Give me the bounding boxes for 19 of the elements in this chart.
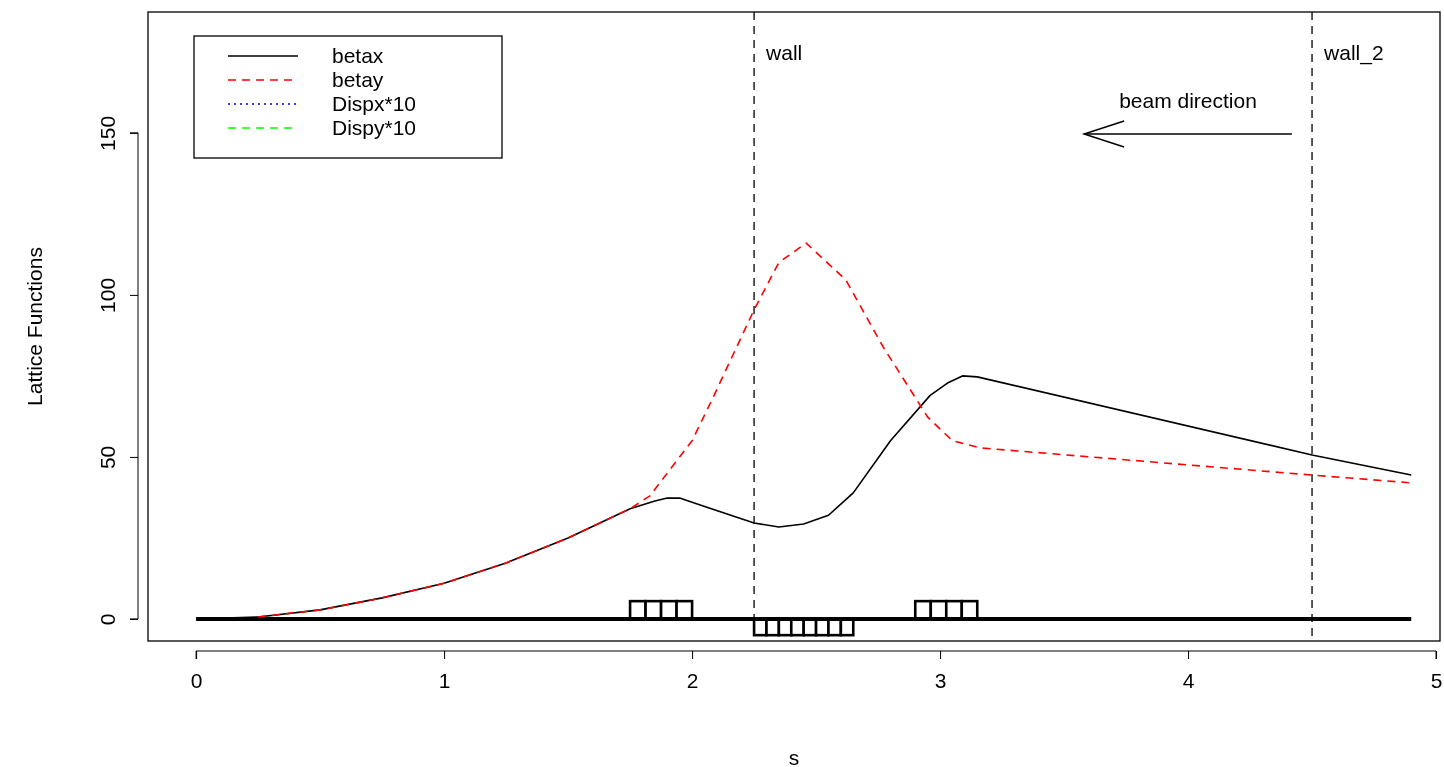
- x-tick-label: 2: [686, 668, 699, 692]
- x-tick-label: 1: [438, 668, 451, 692]
- ref-line-label: wall_2: [1323, 41, 1384, 65]
- annotation: beam direction: [1119, 89, 1257, 112]
- x-tick-label: 0: [190, 668, 203, 692]
- y-tick-label: 0: [96, 613, 120, 626]
- legend-label: betax: [332, 44, 384, 68]
- x-tick-label: 5: [1430, 668, 1443, 692]
- legend-label: Dispx*10: [332, 92, 417, 116]
- y-tick-label: 150: [96, 115, 120, 151]
- legend-label: betay: [332, 68, 384, 92]
- y-tick-label: 100: [96, 277, 120, 313]
- ref-line-label: wall: [765, 41, 803, 64]
- x-axis-title: s: [788, 746, 800, 767]
- y-axis-title: Lattice Functions: [23, 247, 46, 406]
- x-tick-label: 3: [934, 668, 947, 692]
- legend-label: Dispy*10: [332, 116, 417, 140]
- y-tick-label: 50: [96, 445, 120, 470]
- x-tick-label: 4: [1182, 668, 1195, 692]
